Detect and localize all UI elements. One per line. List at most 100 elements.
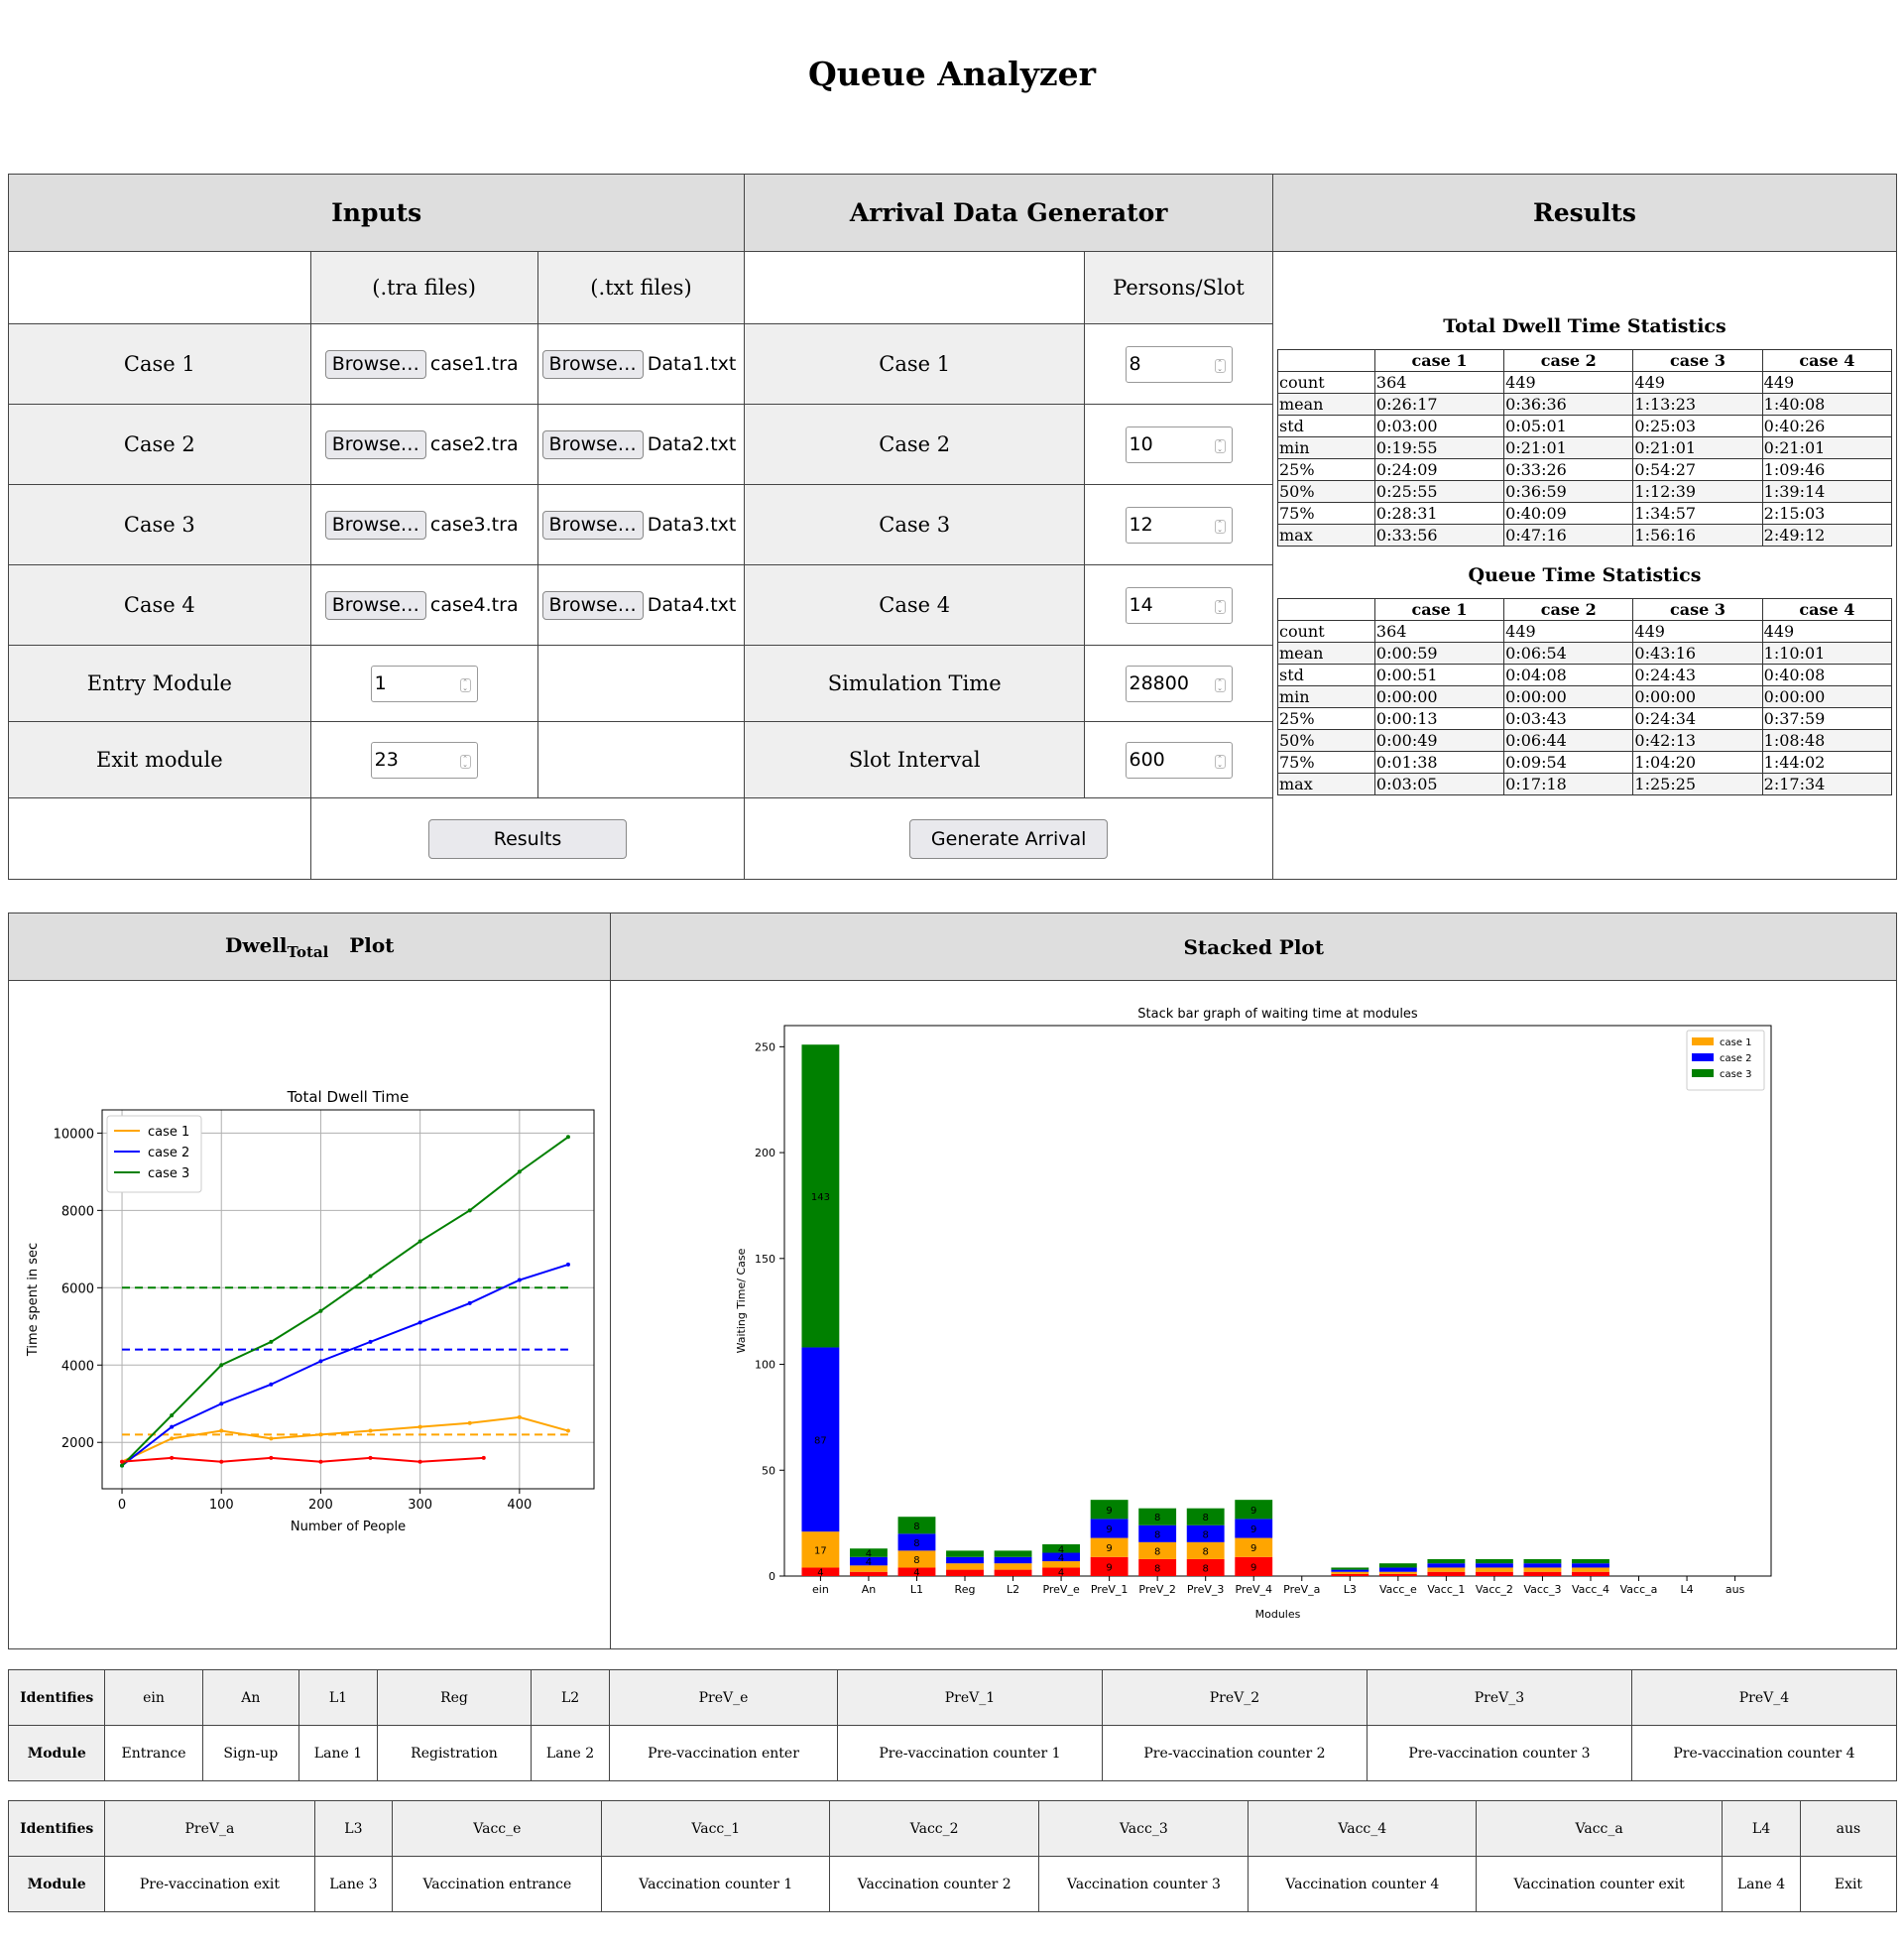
spinner-icon[interactable]: ⌃ ⌄ [1214,438,1226,453]
x-tick-label: Vacc_3 [1524,1583,1562,1596]
dwell-line-chart: Total Dwell Time 0 100 200 300 400 2000 4000 600… [26,1088,595,1534]
bar-value-label: 4 [1058,1544,1064,1555]
bar-segment [1042,1543,1081,1553]
bar-segment [1138,1558,1177,1576]
spinner-icon[interactable]: ⌃ ⌄ [1214,677,1226,692]
bar-segment [1572,1563,1610,1568]
stats-row: max 0:03:05 0:17:18 1:25:25 2:17:34 [1276,773,1892,795]
case-label: Case 3 [8,484,311,565]
entry-module-input[interactable]: 1 ⌃ ⌄ [370,665,478,702]
stats-cell: 449 [1761,371,1892,394]
identifier-code: Vacc_e [392,1800,603,1857]
stats-column-header: case 1 [1373,349,1505,372]
stats-row-label: max [1276,524,1375,547]
tra-filename: case4.tra [429,594,519,616]
stats-cell: 0:54:27 [1632,458,1763,481]
bar-segment [1235,1500,1273,1520]
stats-cell: 449 [1632,620,1763,643]
stats-row-label: 75% [1276,502,1375,525]
persons-slot-input[interactable]: 12 ⌃ ⌄ [1125,506,1233,544]
stats-row-label: min [1276,685,1375,708]
browse-tra-button[interactable]: Browse… [324,349,426,379]
legend-label: case 2 [1720,1053,1752,1064]
bar-value-label: 9 [1250,1506,1256,1517]
stats-column-header: case 1 [1373,598,1505,621]
stats-row-label: std [1276,664,1375,686]
y-tick-label: 2000 [61,1436,94,1451]
browse-txt-button[interactable]: Browse… [541,429,644,459]
stats-cell: 449 [1503,620,1634,643]
stats-cell: 1:40:08 [1761,393,1892,416]
browse-tra-button[interactable]: Browse… [324,590,426,620]
stats-cell: 449 [1632,371,1763,394]
x-tick-label: Vacc_4 [1572,1583,1609,1596]
persons-slot-input[interactable]: 10 ⌃ ⌄ [1125,426,1233,463]
y-tick-label: 4000 [61,1359,94,1374]
bar-segment [995,1550,1032,1557]
txt-filename: Data3.txt [647,514,737,536]
slot-interval-input[interactable]: 600 ⌃ ⌄ [1125,741,1233,779]
bar-value-label: 9 [1107,1506,1113,1517]
legend-swatch [1692,1069,1715,1077]
bar-segment [801,1531,840,1568]
browse-tra-button[interactable]: Browse… [324,510,426,540]
bar-segment [850,1548,889,1557]
stats-cell: 0:00:00 [1373,685,1505,708]
data-point [417,1239,422,1244]
tra-files-header: (.tra files) [309,251,538,324]
bar-value-label: 9 [1107,1543,1113,1554]
module-name: Registration [376,1725,533,1781]
spinner-icon[interactable]: ⌃ ⌄ [1214,358,1226,373]
module-name: Vaccination counter exit [1476,1856,1724,1912]
bar-segment [1523,1567,1562,1572]
stats-row: std 0:03:00 0:05:01 0:25:03 0:40:26 [1276,415,1892,437]
results-button[interactable]: Results [428,818,628,859]
bar-segment [801,1567,840,1576]
browse-tra-button[interactable]: Browse… [324,429,426,459]
stats-cell: 1:34:57 [1632,502,1763,525]
stats-cell: 0:00:00 [1761,685,1892,708]
spinner-icon[interactable]: ⌃ ⌄ [1214,519,1226,534]
bar-segment [801,1347,840,1532]
stats-column-header: case 4 [1761,598,1892,621]
bar-segment [897,1517,936,1534]
spinner-icon[interactable]: ⌃ ⌄ [459,754,471,769]
browse-txt-button[interactable]: Browse… [541,590,644,620]
browse-txt-button[interactable]: Browse… [541,510,644,540]
y-tick-label: 6000 [61,1281,94,1296]
persons-slot-input[interactable]: 8 ⌃ ⌄ [1125,345,1233,383]
spinner-icon[interactable]: ⌃ ⌄ [459,677,471,692]
spinner-icon[interactable]: ⌃ ⌄ [1214,599,1226,614]
plots-panel: DwellTotal Plot Stacked Plot Total Dwell… [7,913,1897,1649]
bar-value-label: 87 [814,1435,827,1446]
stats-row: 75% 0:28:31 0:40:09 1:34:57 2:15:03 [1276,502,1892,525]
exit-module-input[interactable]: 23 ⌃ ⌄ [370,741,478,779]
spinner-icon[interactable]: ⌃ ⌄ [1214,754,1226,769]
stats-cell: 0:33:56 [1373,524,1505,547]
data-point [219,1459,224,1464]
stats-cell: 0:42:13 [1632,729,1763,752]
data-point [269,1455,274,1460]
bar-segment [1523,1558,1562,1564]
stats-cell: 1:44:02 [1761,751,1892,774]
stats-row-label: count [1276,620,1375,643]
bar-segment [897,1550,936,1568]
x-tick-label: PreV_3 [1187,1583,1225,1596]
bar-value-label: 4 [818,1568,824,1579]
stats-cell: 0:00:51 [1373,664,1505,686]
simulation-time-input[interactable]: 28800 ⌃ ⌄ [1125,665,1233,702]
txt-filename: Data2.txt [647,433,737,455]
x-tick-label: Vacc_2 [1476,1583,1513,1596]
identifier-table-2: Identifies PreV_a L3 Vacc_e Vacc_1 Vacc_2 Vacc… [7,1800,1898,1912]
stats-cell: 0:40:08 [1761,664,1892,686]
stats-cell: 0:21:01 [1761,436,1892,459]
persons-slot-input[interactable]: 14 ⌃ ⌄ [1125,586,1233,624]
bar-value-label: 9 [1107,1524,1113,1535]
stats-row: min 0:00:00 0:00:00 0:00:00 0:00:00 [1276,685,1892,708]
browse-txt-button[interactable]: Browse… [541,349,644,379]
queue-stats-title: Queue Time Statistics [1468,564,1702,586]
bar-segment [1138,1524,1177,1542]
legend-label: case 3 [1720,1069,1752,1080]
stats-row: 75% 0:01:38 0:09:54 1:04:20 1:44:02 [1276,751,1892,774]
generate-arrival-button[interactable]: Generate Arrival [909,818,1109,859]
